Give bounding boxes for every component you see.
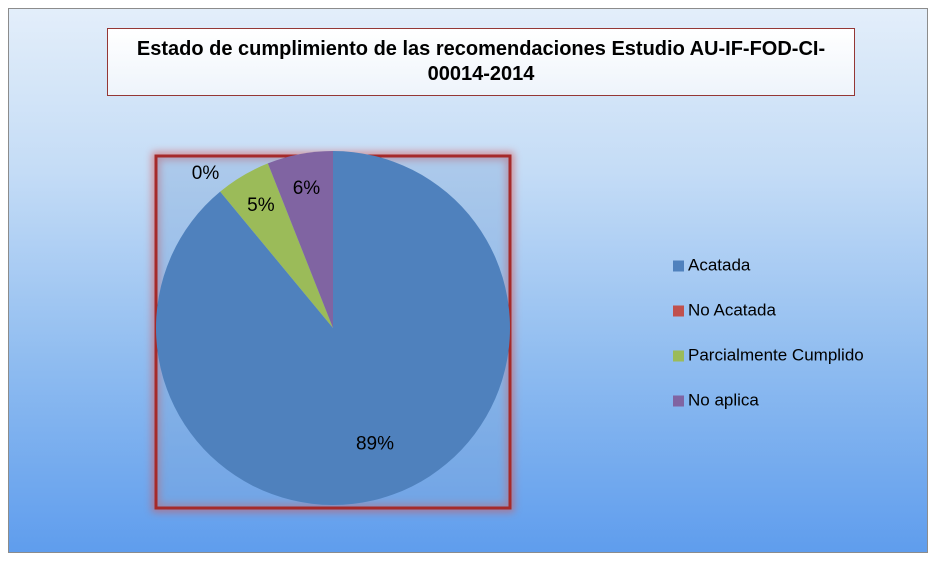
pie-slice [220,163,333,328]
legend-label: Parcialmente Cumplido [688,345,864,364]
legend: Acatada No Acatada Parcialmente Cumplido No… [673,255,864,409]
legend-label: Acatada [688,255,751,274]
title-box: Estado de cumplimiento de las recomendac… [107,28,855,96]
data-label: 6% [293,178,321,199]
legend-swatch [673,260,684,272]
legend-label: No Acatada [688,300,776,319]
data-label: 89% [356,434,394,455]
legend-swatch [673,305,684,317]
pie-slice [267,151,333,328]
legend-swatch [673,350,684,362]
pie: 89% 0% 5% 6% [156,151,511,505]
data-label: 0% [192,163,220,184]
legend-label: No aplica [688,390,759,409]
chart-title: Estado de cumplimiento de las recomendac… [136,38,826,85]
data-label: 5% [247,195,275,216]
legend-swatch [673,395,684,407]
